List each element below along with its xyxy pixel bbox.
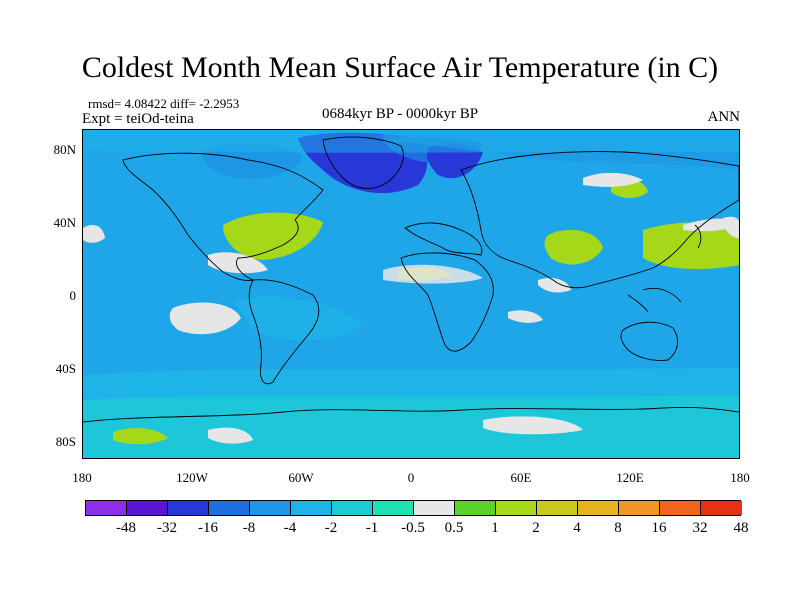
southern-teal-band (83, 395, 739, 458)
color-bar-segment (373, 501, 414, 515)
period-label: 0684kyr BP - 0000kyr BP (322, 106, 479, 122)
map-panel (82, 129, 740, 459)
color-bar-segment (578, 501, 619, 515)
color-bar-segment (496, 501, 537, 515)
coast-africa (400, 252, 494, 352)
color-bar-label: -1 (365, 520, 379, 536)
lon-tick-label: 60W (288, 470, 314, 485)
experiment-label: Expt = teiOd-teina (82, 111, 194, 127)
neutral-gulf (208, 252, 268, 274)
color-bar (85, 500, 742, 516)
neutral-dateline-east (723, 216, 739, 238)
color-bar-label: -4 (283, 520, 297, 536)
neutral-south-pacific (169, 302, 241, 335)
color-bar-label: 48 (733, 520, 749, 536)
coastlines (83, 136, 739, 423)
warm-anomaly-north-pacific (643, 222, 739, 270)
neutral-siberia (583, 172, 643, 187)
neutral-dateline-north (83, 225, 105, 243)
lat-tick-label: 0 (69, 288, 77, 303)
neutral-antarctic-shelf (483, 416, 583, 435)
color-bar-segment (619, 501, 660, 515)
lat-tick-label: 80N (53, 142, 76, 157)
color-bar-label: 4 (573, 520, 581, 536)
color-bar-label: 32 (692, 520, 708, 536)
color-bar-segment (86, 501, 127, 515)
coast-europe (404, 222, 483, 256)
coast-south-america (248, 279, 320, 385)
color-bar-segment (209, 501, 250, 515)
lon-tick-label: 180 (730, 470, 750, 485)
coast-maritime-continent (627, 287, 682, 313)
lat-tick-label: 80S (55, 434, 76, 449)
color-bar-segment (250, 501, 291, 515)
color-bar-label: -48 (116, 520, 136, 536)
coast-antarctica (83, 407, 739, 423)
neutral-north-africa (383, 264, 483, 284)
color-bar-segment (660, 501, 701, 515)
color-bar-segment (291, 501, 332, 515)
color-bar-label: 1 (491, 520, 499, 536)
color-bar-segment (127, 501, 168, 515)
season-label: ANN (707, 109, 741, 125)
coast-japan (694, 224, 702, 249)
color-bar-label: -8 (242, 520, 256, 536)
color-bar-label: -0.5 (401, 520, 425, 536)
temperature-map (83, 130, 739, 458)
color-bar-segment (701, 501, 742, 515)
neutral-india (538, 278, 571, 293)
color-bar-segment (455, 501, 496, 515)
lon-tick-label: 120E (616, 470, 644, 485)
lon-tick-label: 60E (510, 470, 532, 485)
color-bar-label: 8 (614, 520, 622, 536)
color-bar-label: -16 (198, 520, 218, 536)
lat-tick-label: 40N (53, 215, 76, 230)
color-bar-label: -32 (157, 520, 177, 536)
warm-anomaly-antarctic (113, 428, 168, 445)
neutral-indian-ocean (508, 310, 543, 323)
coast-australia (620, 321, 679, 361)
color-bar-label: 2 (532, 520, 540, 536)
lat-tick-label: 40S (55, 361, 76, 376)
south-america-cyan (233, 296, 363, 341)
color-bar-segment (414, 501, 455, 515)
color-bar-label: 16 (651, 520, 667, 536)
color-bar-segment (332, 501, 373, 515)
coast-asia (460, 151, 739, 289)
coast-north-america (122, 152, 324, 281)
stats-text: rmsd= 4.08422 diff= -2.2953 (88, 96, 240, 111)
lon-tick-label: 180 (72, 470, 92, 485)
color-bar-segment (537, 501, 578, 515)
coast-greenland (322, 136, 404, 189)
color-bar-label: -2 (324, 520, 338, 536)
plot-title: Coldest Month Mean Surface Air Temperatu… (81, 51, 719, 84)
color-bar-label: 0.5 (444, 520, 464, 536)
polar-cyan-band (83, 130, 739, 153)
lon-tick-label: 120W (176, 470, 208, 485)
anomaly-fields (83, 130, 739, 458)
neutral-southern-ocean (208, 427, 253, 444)
lon-tick-label: 0 (407, 470, 415, 485)
color-bar-segment (168, 501, 209, 515)
warm-anomaly-tibet (544, 229, 603, 265)
